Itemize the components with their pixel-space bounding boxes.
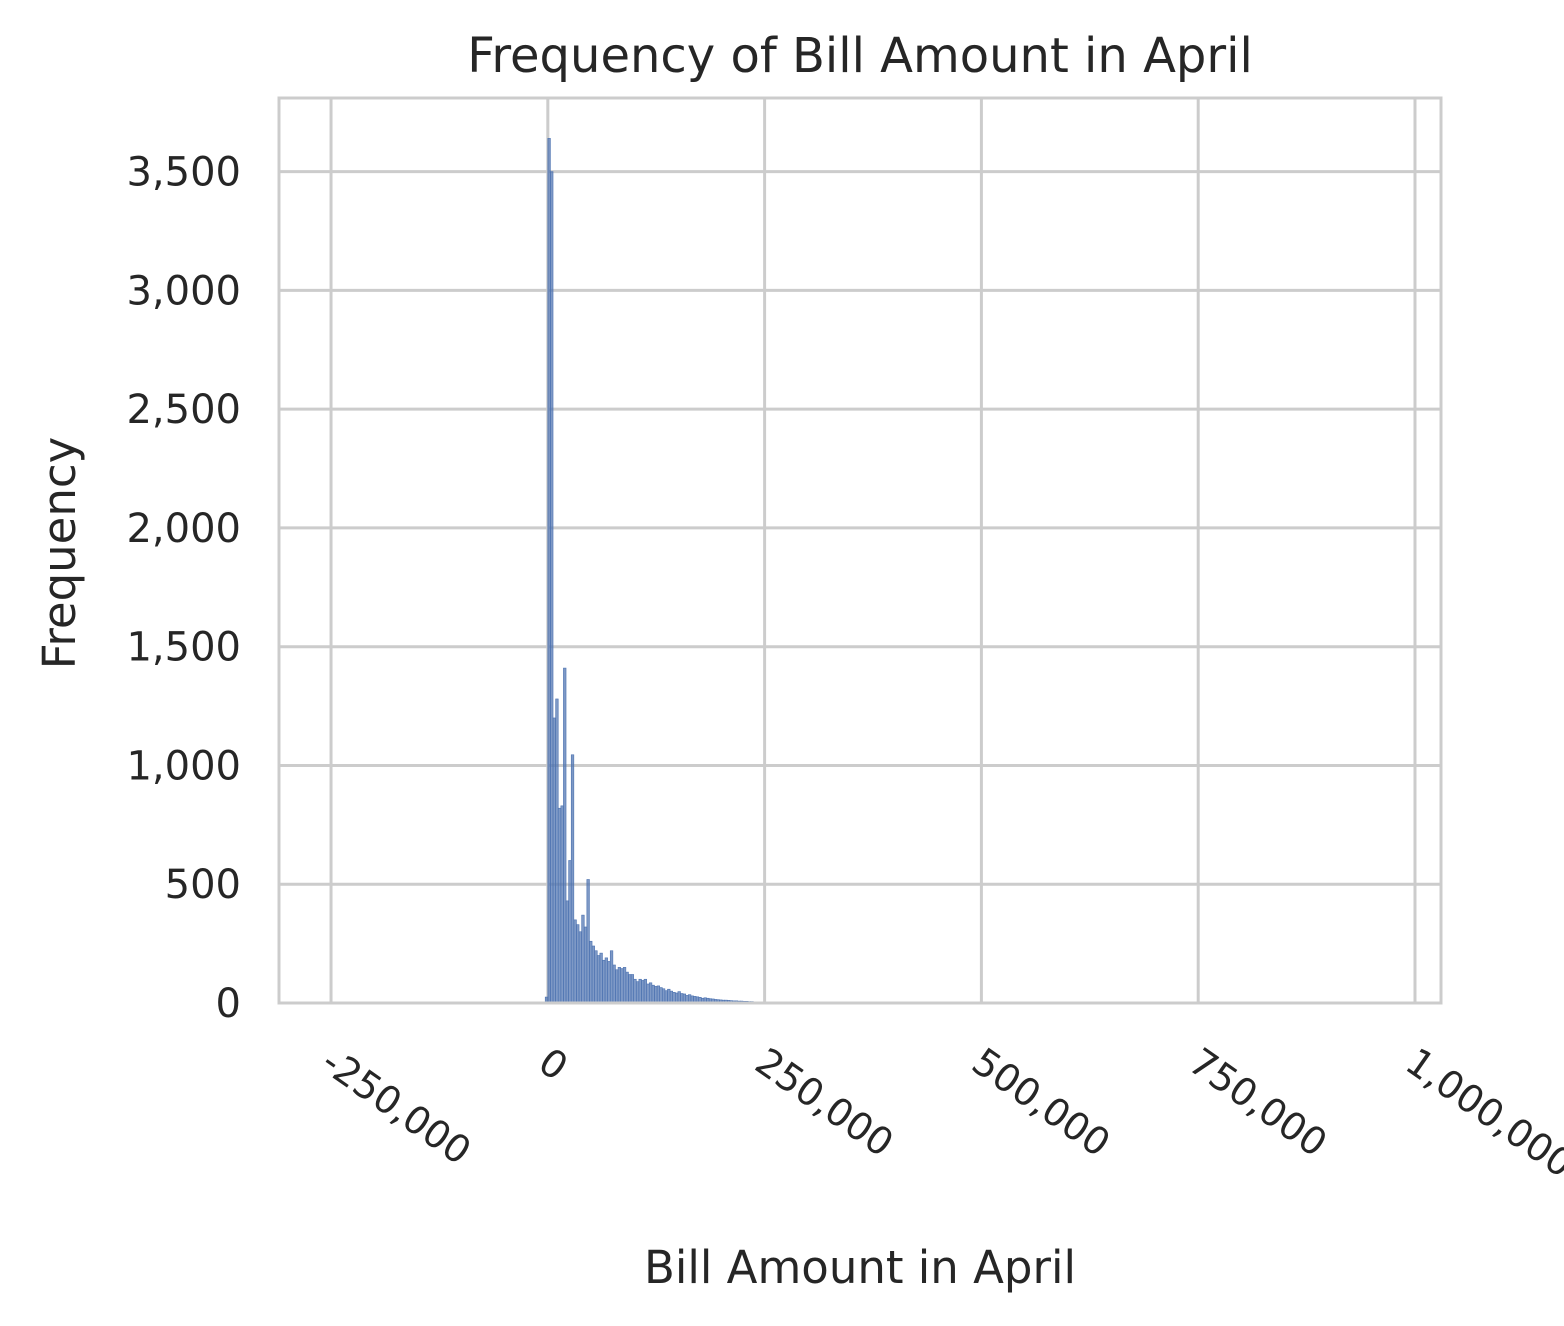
histogram-bar bbox=[677, 991, 681, 1004]
chart-title: Frequency of Bill Amount in April bbox=[467, 28, 1253, 84]
histogram-bar bbox=[607, 961, 611, 1004]
y-tick-label: 2,500 bbox=[126, 387, 241, 433]
histogram-bar bbox=[633, 978, 637, 1004]
histogram-bar bbox=[591, 945, 595, 1004]
histogram-bar bbox=[576, 924, 580, 1004]
histogram-bar bbox=[625, 971, 629, 1004]
histogram-bar bbox=[612, 964, 616, 1004]
histogram-bar bbox=[646, 983, 650, 1004]
histogram-bar bbox=[669, 990, 673, 1004]
histogram-bar bbox=[599, 952, 603, 1004]
histogram-bar bbox=[659, 987, 663, 1004]
histogram-bar bbox=[570, 754, 575, 1004]
y-tick-label: 3,500 bbox=[126, 150, 241, 196]
histogram-bar bbox=[604, 957, 608, 1004]
x-tick-label: 250,000 bbox=[747, 1039, 901, 1165]
histogram-bar bbox=[667, 988, 671, 1004]
y-tick-label: 2,000 bbox=[126, 506, 241, 552]
histogram-bar bbox=[641, 980, 645, 1004]
histogram-bar bbox=[583, 926, 588, 1004]
y-tick-label: 1,000 bbox=[126, 743, 241, 789]
histogram-bar bbox=[661, 988, 666, 1004]
histogram-bar bbox=[664, 990, 668, 1004]
histogram-bar bbox=[594, 950, 598, 1004]
histogram-bar bbox=[654, 986, 658, 1004]
histogram-bar bbox=[581, 914, 585, 1004]
histogram-bar bbox=[589, 940, 593, 1004]
histogram-bar bbox=[630, 974, 634, 1004]
plot-frame bbox=[277, 96, 1443, 1005]
histogram-bar bbox=[651, 984, 655, 1004]
histogram-bar bbox=[568, 860, 572, 1004]
histogram-bar bbox=[586, 879, 590, 1004]
x-tick-label: -250,000 bbox=[314, 1039, 479, 1173]
histogram-bar bbox=[547, 138, 551, 1004]
histogram-bar bbox=[563, 667, 567, 1004]
histogram-bar bbox=[560, 805, 564, 1004]
x-tick-label: 750,000 bbox=[1181, 1039, 1335, 1165]
x-tick-label: 0 bbox=[531, 1039, 576, 1089]
histogram-bar bbox=[573, 919, 577, 1004]
histogram-bar bbox=[617, 967, 621, 1004]
histogram-bar bbox=[643, 978, 647, 1004]
histogram-bar bbox=[550, 171, 554, 1004]
y-axis-label: Frequency bbox=[33, 437, 86, 669]
histogram-bar bbox=[578, 931, 582, 1004]
histogram-bar bbox=[620, 968, 624, 1004]
y-tick-label: 0 bbox=[216, 981, 241, 1027]
histogram-bars bbox=[544, 138, 780, 1004]
histogram-bar bbox=[609, 950, 614, 1004]
histogram-bar bbox=[596, 955, 601, 1004]
histogram-bar bbox=[565, 900, 569, 1004]
gridlines bbox=[279, 98, 1441, 1005]
x-axis-ticks: -250,000 0 250,000 500,000 750,000 1,000,000 bbox=[314, 1039, 1564, 1186]
y-tick-label: 500 bbox=[165, 862, 241, 908]
histogram-bar bbox=[602, 959, 606, 1004]
histogram-bar bbox=[622, 967, 627, 1004]
y-axis-ticks: 0 500 1,000 1,500 2,000 2,500 3,000 3,500 bbox=[126, 150, 241, 1027]
x-tick-label: 1,000,000 bbox=[1398, 1039, 1564, 1186]
histogram-bar bbox=[628, 974, 632, 1004]
histogram-bar bbox=[635, 981, 640, 1004]
x-tick-label: 500,000 bbox=[964, 1039, 1118, 1165]
histogram-bar bbox=[615, 969, 619, 1004]
y-tick-label: 3,000 bbox=[126, 268, 241, 314]
x-axis-label: Bill Amount in April bbox=[644, 1241, 1076, 1294]
y-tick-label: 1,500 bbox=[126, 625, 241, 671]
histogram-bar bbox=[656, 985, 660, 1004]
histogram-bar bbox=[552, 717, 556, 1004]
histogram-bar bbox=[555, 698, 559, 1004]
histogram-bar bbox=[672, 992, 676, 1004]
histogram-bar bbox=[638, 978, 642, 1004]
histogram-bar bbox=[557, 807, 562, 1004]
histogram-bar bbox=[648, 982, 653, 1004]
